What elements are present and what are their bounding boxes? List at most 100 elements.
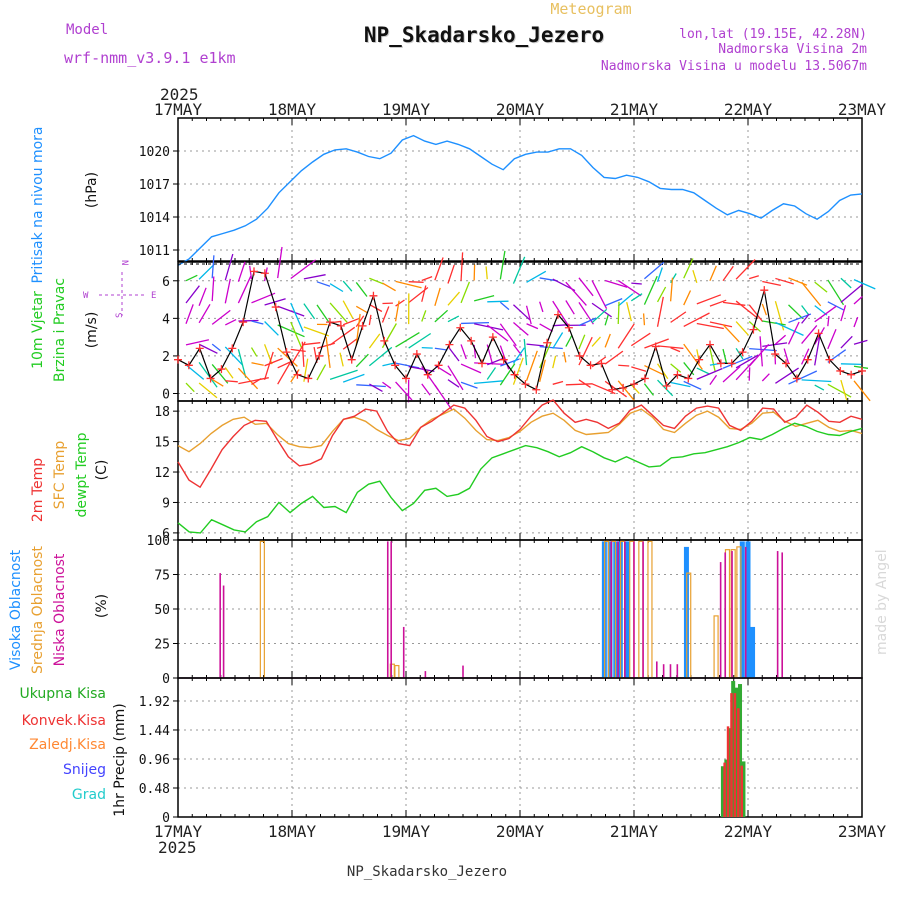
wind-arrow	[290, 302, 304, 333]
wind-speed-marker	[250, 267, 258, 276]
wind-speed-marker	[695, 355, 704, 364]
y-tick-label: 0	[162, 672, 170, 687]
wind-arrow	[381, 306, 390, 323]
wind-arrow	[683, 362, 695, 376]
wind-arrow	[683, 380, 702, 390]
wind-speed-marker	[554, 310, 562, 319]
wind-arrow	[827, 383, 852, 398]
wind-arrow	[211, 343, 222, 352]
total-precip-bar	[727, 728, 732, 817]
wind-arrow	[788, 370, 818, 385]
wind-arrow	[801, 324, 818, 344]
wind-arrow	[814, 334, 821, 366]
y-tick-label: 1.44	[139, 724, 170, 739]
wind-arrow	[722, 324, 740, 343]
wind-arrow	[801, 281, 822, 307]
wind-arrow	[788, 304, 804, 320]
wind-arrow	[434, 384, 453, 411]
wind-arrow	[499, 301, 510, 311]
wind-arrow	[277, 360, 292, 385]
wind-arrow	[486, 324, 509, 342]
wind-arrow	[788, 313, 812, 324]
wind-speed-marker	[543, 338, 552, 347]
wind-speed-marker	[412, 350, 421, 359]
wind-arrow	[775, 321, 804, 336]
wind-speed-marker	[391, 361, 400, 370]
wind-arrow	[774, 334, 787, 345]
frz-precip-label: Zaledj.Kisa	[29, 737, 106, 753]
wind-speed-marker	[771, 350, 780, 359]
wind-arrow	[513, 322, 529, 336]
wind-arrow	[630, 384, 640, 395]
wind-speed-marker	[532, 385, 541, 394]
low-cloud-bar	[424, 671, 427, 678]
panel-frame	[177, 677, 863, 818]
wind-arrow	[238, 377, 269, 385]
wind-arrow	[840, 305, 847, 322]
wind-arrow	[722, 355, 753, 369]
sfc-axis-title: SFC Temp	[52, 441, 68, 510]
wind-arrow	[565, 334, 573, 347]
wind-arrow	[277, 347, 298, 367]
wind-arrow	[447, 291, 460, 306]
wind-arrow	[237, 349, 247, 378]
low-cloud-bar	[462, 665, 464, 678]
wind-arrow	[840, 284, 863, 303]
wind-arrow	[487, 356, 506, 366]
wind-arrow	[604, 314, 609, 326]
wind-arrow	[578, 277, 594, 297]
wind-speed-marker	[347, 355, 356, 364]
wind-arrow	[626, 302, 632, 322]
wind-arrow	[290, 321, 303, 349]
low-cloud-bar	[776, 551, 779, 678]
wind-arrow	[301, 341, 305, 367]
wind-arrow	[565, 281, 587, 306]
wind-arrow	[408, 332, 432, 349]
wind-arrow	[683, 312, 710, 327]
conv-precip-label: Konvek.Kisa	[22, 713, 106, 729]
wind-arrow	[618, 364, 630, 367]
wind-speed-marker	[206, 374, 215, 383]
wind-arrow	[630, 332, 651, 347]
mid-cloud-bar	[736, 546, 742, 679]
wind-arrow	[382, 282, 396, 292]
wind-arrow	[250, 347, 258, 357]
wind-speed-marker	[597, 359, 606, 368]
wind-arrow	[709, 299, 727, 307]
low-cloud-bar	[219, 573, 221, 678]
wind-arrow	[329, 302, 348, 323]
wind-arrow	[512, 347, 525, 364]
y-tick-label: 6	[162, 527, 170, 542]
wind-arrow	[853, 380, 871, 402]
wind-arrow	[748, 321, 762, 333]
wind-speed-line	[177, 270, 863, 391]
wind-arrow	[447, 345, 460, 362]
wind-arrow	[644, 364, 665, 376]
station-title-shadow: NP_Skadarsko_Jezero	[365, 24, 605, 48]
wind-speed-marker	[369, 291, 378, 300]
total-precip-bar	[741, 761, 746, 817]
conv-precip-bar	[726, 726, 730, 817]
pressure-line	[177, 134, 863, 267]
wind-arrow	[395, 332, 420, 348]
low-cloud-bar	[617, 541, 619, 678]
cloud-axis-unit: (%)	[94, 594, 110, 618]
low-cloud-bar	[610, 541, 612, 678]
wind-speed-marker	[326, 318, 334, 327]
y-tick-label: 100	[147, 534, 170, 549]
wind-arrow	[355, 313, 361, 346]
wind-arrow	[814, 305, 837, 323]
wind-arrow	[735, 354, 759, 369]
wind-arrow	[277, 324, 305, 338]
wind-arrow	[631, 366, 647, 372]
wind-arrow	[552, 300, 569, 326]
wind-arrow	[604, 333, 611, 348]
y-tick-label: 0.48	[139, 782, 170, 797]
wind-arrow	[696, 367, 723, 380]
station-title: NP_Skadarsko_Jezero	[364, 23, 604, 47]
wind-arrow	[408, 365, 435, 373]
wind-arrow	[683, 258, 694, 279]
footer-station: NP_Skadarsko_Jezero	[347, 864, 507, 880]
t2m-line	[177, 399, 863, 489]
wind-arrow	[185, 285, 200, 304]
